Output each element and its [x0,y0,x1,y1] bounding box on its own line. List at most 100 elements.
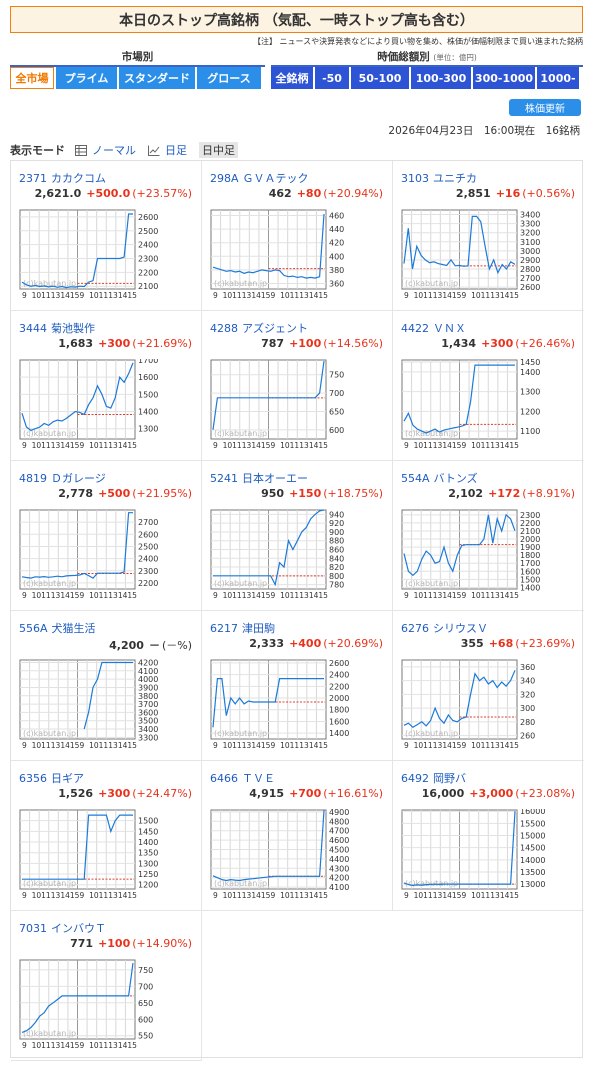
y-tick-label: 3100 [520,238,540,247]
stock-card: 298A ＧＶＡテック 462 +80 (+20.94%) 460 440 420 400 380… [202,161,393,311]
stock-link[interactable]: 3444 菊池製作 [19,320,95,336]
x-tick-label: 15 [261,591,271,600]
x-tick-label: 15 [127,441,137,450]
y-tick-label: 2100 [520,527,540,536]
x-tick-label: 11 [41,1041,51,1050]
stock-link[interactable]: 2371 カカクコム [19,170,106,186]
stock-link[interactable]: 4288 アズジェント [210,320,308,336]
x-tick-label: 10 [280,291,290,300]
stock-values: 950 +150 (+18.75%) [261,487,383,500]
tab-cap-100-300[interactable]: 100-300 [411,67,471,89]
stock-link[interactable]: 3103 ユニチカ [401,170,477,186]
x-tick-label: 15 [70,741,80,750]
stock-link[interactable]: 554A バトンズ [401,470,478,486]
intraday-chart[interactable]: 4200 4100 4000 3900 3800 3700 3600 3500 3400 3300… [19,659,164,753]
intraday-chart[interactable]: 460 440 420 400 380 360 9 10 11 13 14 15 9 10 11 13 14 15… [210,209,355,303]
x-tick-label: 10 [89,291,99,300]
stock-name: カカクコム [51,172,106,185]
tab-standard[interactable]: スタンダード [119,67,195,89]
x-tick-label: 13 [108,1041,118,1050]
stock-name: ユニチカ [433,172,477,185]
stock-link[interactable]: 7031 インバウＴ [19,920,106,936]
stock-price: 462 [268,187,292,200]
intraday-chart[interactable]: 750 700 650 600 550 9 10 11 13 14 15 9 10 11 13 14 15 (c)… [19,959,164,1053]
stock-link[interactable]: 4422 ＶＮＸ [401,320,466,336]
x-tick-label: 9 [404,741,409,750]
tab-cap-50-100[interactable]: 50-100 [351,67,409,89]
table-icon [75,144,87,156]
stock-card: 5241 日本オーエー 950 +150 (+18.75%) 940 920 900 880 86… [202,461,393,611]
price-line [212,810,325,882]
stock-name: 津田駒 [242,622,275,635]
tab-growth[interactable]: グロース [197,67,261,89]
intraday-chart[interactable]: 4900 4800 4700 4600 4500 4400 4300 4200 4100 9 10 1… [210,809,355,903]
x-tick-label: 9 [213,441,218,450]
x-tick-label: 10 [280,891,290,900]
mode-intraday[interactable]: 日中足 [199,142,238,158]
x-tick-label: 15 [261,441,271,450]
stock-link[interactable]: 6276 シリウスＶ [401,620,488,636]
stock-name: アズジェント [242,322,308,335]
stock-price: 1,526 [58,787,94,800]
tab-cap-under-50[interactable]: -50 [315,67,349,89]
cap-section-label: 時価総額別 (単位：億円) [271,51,583,67]
y-tick-label: 3300 [138,733,158,742]
x-tick-label: 11 [481,741,491,750]
stock-change-pct: (+23.57%) [132,187,192,200]
x-tick-label: 11 [99,291,109,300]
x-tick-label: 9 [462,891,467,900]
x-tick-label: 10 [280,591,290,600]
y-tick-label: 1800 [329,706,349,715]
y-tick-label: 1500 [520,575,540,584]
y-tick-label: 2200 [329,682,349,691]
y-tick-label: 2200 [138,268,158,277]
stock-link[interactable]: 6356 日ギア [19,770,84,786]
tab-cap-300-1000[interactable]: 300-1000 [473,67,535,89]
intraday-chart[interactable]: 940 920 900 880 860 840 820 800 780 9 10 11 13 14 15 9 1… [210,509,355,603]
intraday-chart[interactable]: 2700 2600 2500 2400 2300 2200 9 10 11 13 14 15 9 10 11… [19,509,164,603]
intraday-chart[interactable]: 16000 15500 15000 14500 14000 13500 13000 9 10 11… [401,809,546,903]
x-tick-label: 13 [51,291,61,300]
stock-values: 4,915 +700 (+16.61%) [249,787,383,800]
stock-link[interactable]: 556A 犬猫生活 [19,620,96,636]
stock-code: 4288 [210,322,238,335]
intraday-chart[interactable]: 1500 1450 1400 1350 1300 1250 1200 9 10 11 13 14 15 9… [19,809,164,903]
intraday-chart[interactable]: 360 340 320 300 280 260 9 10 11 13 14 15 9 10 11 13 14 15… [401,659,546,753]
intraday-chart[interactable]: 750 700 650 600 9 10 11 13 14 15 9 10 11 13 14 15 (c)kab… [210,359,355,453]
x-tick-label: 11 [423,891,433,900]
stock-link[interactable]: 6492 岡野バ [401,770,466,786]
mode-normal[interactable]: ノーマル [75,142,136,158]
intraday-chart[interactable]: 2600 2400 2200 2000 1800 1600 1400 9 10 11 13 14 15 9… [210,659,355,753]
stock-link[interactable]: 5241 日本オーエー [210,470,308,486]
refresh-button[interactable]: 株価更新 [509,99,581,116]
x-tick-label: 13 [433,591,443,600]
x-tick-label: 15 [70,441,80,450]
intraday-chart[interactable]: 2300 2200 2100 2000 1900 1800 1700 1600 1500 1400… [401,509,546,603]
display-mode-label: 表示モード [10,144,65,157]
x-tick-label: 10 [32,1041,42,1050]
x-tick-label: 13 [51,441,61,450]
cap-tabs: 全銘柄 -50 50-100 100-300 300-1000 1000- [271,67,579,89]
watermark: (c)kabutan.jp [214,879,267,888]
x-tick-label: 10 [414,441,424,450]
tab-prime[interactable]: プライム [56,67,117,89]
stock-link[interactable]: 6466 ＴＶＥ [210,770,275,786]
mode-daily[interactable]: 日足 [148,142,187,158]
x-tick-label: 14 [118,741,128,750]
stock-link[interactable]: 4819 Ｄガレージ [19,470,106,486]
stock-link[interactable]: 298A ＧＶＡテック [210,170,309,186]
tab-cap-all[interactable]: 全銘柄 [271,67,313,89]
tab-cap-1000-plus[interactable]: 1000- [537,67,579,89]
intraday-chart[interactable]: 1700 1600 1500 1400 1300 9 10 11 13 14 15 9 10 11 13 14… [19,359,164,453]
intraday-chart[interactable]: 2600 2500 2400 2300 2200 2100 9 10 11 13 14 15 9 10 11… [19,209,164,303]
y-tick-label: 2000 [329,694,349,703]
stock-link[interactable]: 6217 津田駒 [210,620,275,636]
x-tick-label: 14 [118,291,128,300]
x-tick-label: 10 [414,591,424,600]
intraday-chart[interactable]: 3400 3300 3200 3100 3000 2900 2800 2700 2600 9 10 1… [401,209,546,303]
tab-all-market[interactable]: 全市場 [10,67,54,89]
intraday-chart[interactable]: 1450 1400 1300 1200 1100 9 10 11 13 14 15 9 10 11 13 14… [401,359,546,453]
watermark: (c)kabutan.jp [405,429,458,438]
x-tick-label: 10 [223,741,233,750]
